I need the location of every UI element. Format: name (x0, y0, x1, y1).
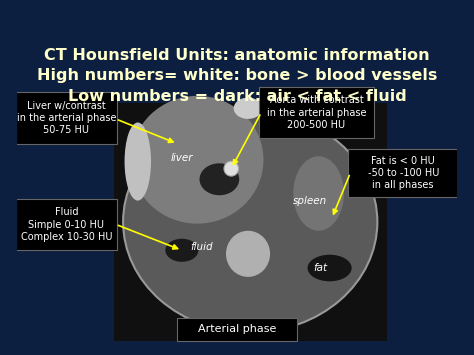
Ellipse shape (293, 156, 344, 231)
Ellipse shape (123, 111, 377, 333)
Text: CT Hounsfield Units: anatomic information
High numbers= white: bone > blood vess: CT Hounsfield Units: anatomic informatio… (37, 48, 437, 104)
Ellipse shape (226, 231, 270, 277)
Ellipse shape (165, 239, 199, 262)
Ellipse shape (131, 96, 264, 224)
FancyBboxPatch shape (348, 149, 458, 197)
FancyBboxPatch shape (177, 318, 297, 341)
Text: Liver w/contrast
in the arterial phase
50-75 HU: Liver w/contrast in the arterial phase 5… (17, 100, 116, 136)
Ellipse shape (308, 255, 352, 281)
Ellipse shape (200, 163, 239, 195)
FancyBboxPatch shape (16, 199, 117, 250)
Text: spleen: spleen (292, 196, 327, 206)
Ellipse shape (224, 161, 238, 176)
Text: Fat is < 0 HU
-50 to -100 HU
in all phases: Fat is < 0 HU -50 to -100 HU in all phas… (367, 155, 439, 191)
FancyBboxPatch shape (259, 87, 374, 138)
Text: Fluid
Simple 0-10 HU
Complex 10-30 HU: Fluid Simple 0-10 HU Complex 10-30 HU (20, 207, 112, 242)
Text: liver: liver (171, 153, 193, 163)
Ellipse shape (125, 122, 151, 201)
FancyBboxPatch shape (16, 92, 117, 144)
Text: Aorta with contrast
in the arterial phase
200-500 HU: Aorta with contrast in the arterial phas… (267, 95, 366, 130)
Text: fat: fat (314, 263, 328, 273)
FancyBboxPatch shape (114, 103, 387, 341)
Text: Arterial phase: Arterial phase (198, 324, 276, 334)
Ellipse shape (234, 98, 262, 119)
Text: fluid: fluid (191, 242, 213, 252)
